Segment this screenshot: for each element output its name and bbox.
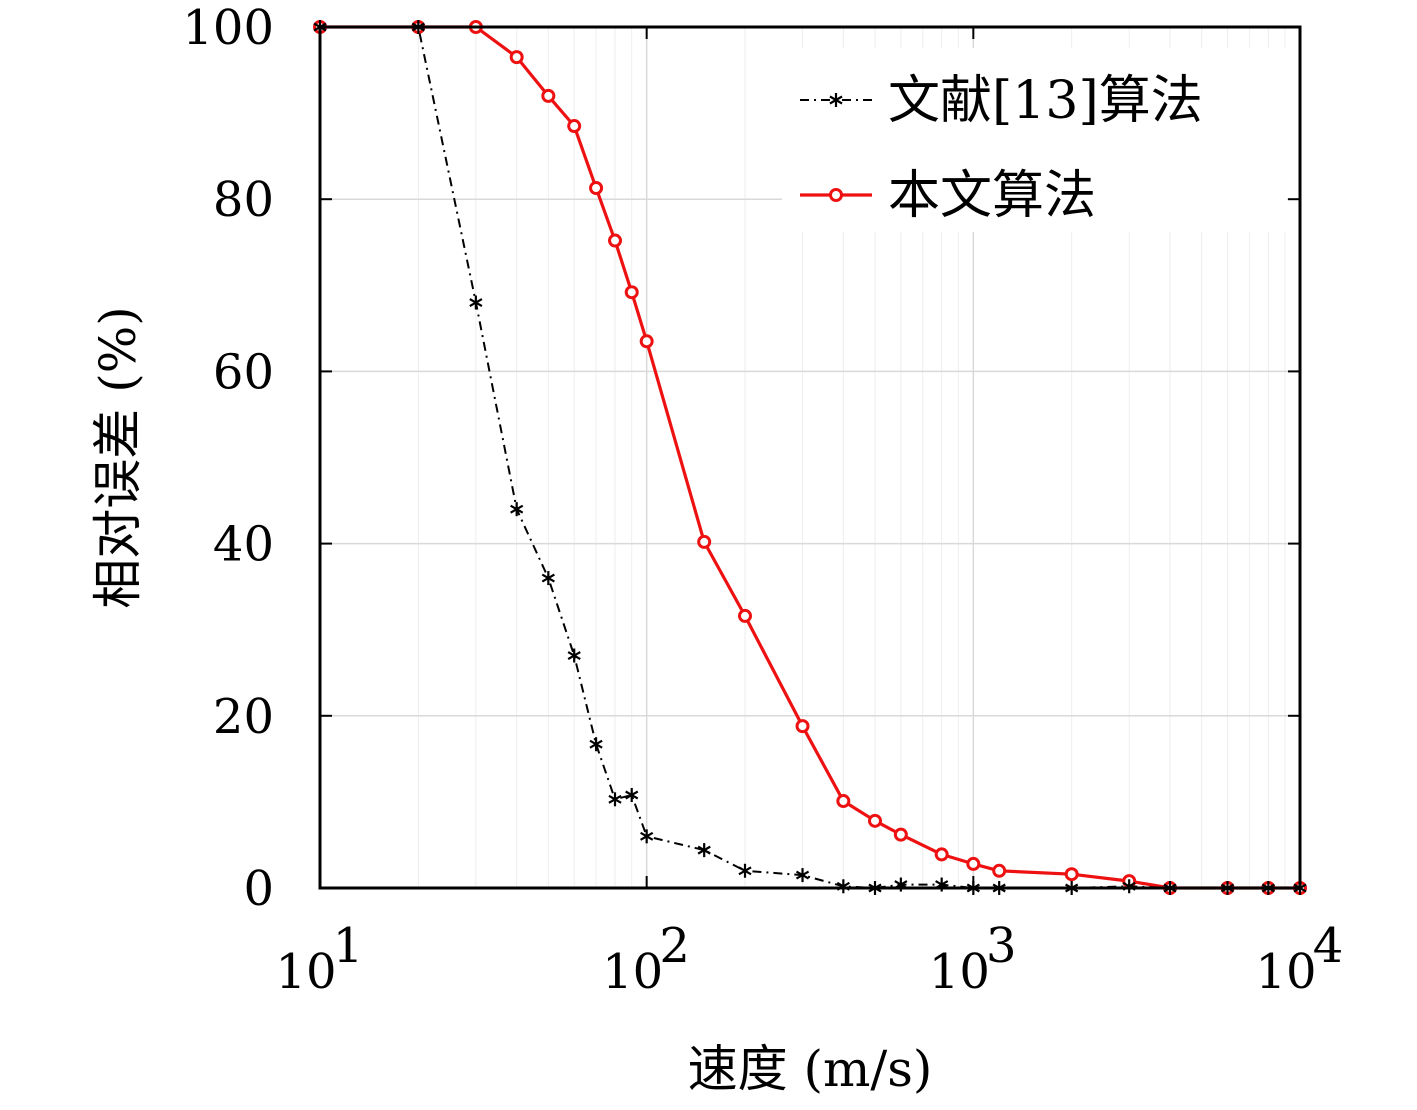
data-point [966, 856, 981, 871]
data-point [608, 792, 622, 807]
data-point [836, 794, 851, 809]
data-point [567, 648, 581, 663]
data-point [738, 863, 752, 878]
x-tick-exponent: 1 [333, 918, 364, 974]
legend-label: 本文算法 [888, 166, 1096, 226]
y-tick-label: 80 [213, 172, 274, 228]
data-point [867, 813, 882, 828]
data-point [469, 295, 483, 310]
data-point [625, 788, 639, 803]
plot-frame [318, 25, 1302, 890]
data-point [608, 233, 623, 248]
data-point [697, 534, 712, 549]
data-point [795, 868, 810, 883]
legend-marker [829, 93, 843, 107]
y-tick-label: 60 [213, 344, 274, 400]
data-point [624, 285, 639, 300]
x-tick-label: 10 [929, 944, 990, 1000]
data-point [510, 502, 524, 517]
x-tick-exponent: 2 [659, 918, 690, 974]
legend-label: 文献[13]算法 [888, 71, 1203, 131]
legend-marker [829, 188, 843, 202]
x-tick-exponent: 4 [1313, 918, 1344, 974]
data-point [509, 50, 524, 65]
x-tick-label: 10 [1255, 944, 1316, 1000]
data-point [639, 334, 654, 349]
data-point [836, 879, 850, 894]
data-point [992, 863, 1007, 878]
data-point [738, 608, 753, 623]
y-tick-label: 40 [213, 517, 274, 573]
data-point [541, 571, 555, 586]
data-point [934, 847, 949, 862]
x-axis-title: 速度 (m/s) [688, 1040, 933, 1098]
series-reference [313, 20, 1307, 895]
x-tick-exponent: 3 [986, 918, 1017, 974]
x-tick-label: 10 [602, 944, 663, 1000]
data-point [893, 827, 908, 842]
y-axis-title: 相对误差 (%) [89, 306, 147, 608]
data-point [567, 119, 582, 134]
data-point [589, 737, 603, 752]
data-point [640, 829, 654, 844]
data-point [697, 843, 711, 858]
y-tick-label: 100 [182, 0, 274, 56]
data-point [795, 719, 810, 734]
legend-box [782, 48, 1287, 232]
y-tick-label: 20 [213, 689, 274, 745]
data-point [589, 181, 604, 196]
x-tick-label: 10 [275, 944, 336, 1000]
y-tick-label: 0 [243, 861, 274, 917]
data-point [541, 88, 556, 103]
plot-series [313, 20, 1307, 895]
data-point [1064, 867, 1079, 882]
